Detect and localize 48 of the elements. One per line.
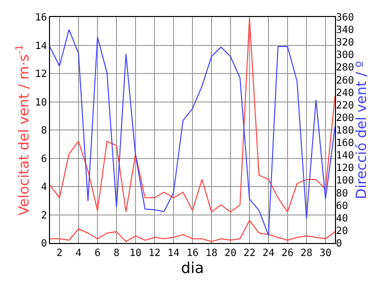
x-tick-label: 28 (300, 248, 313, 259)
x-tick-label: 14 (167, 248, 180, 259)
y2-tick-label: 80 (336, 188, 348, 200)
line-series (50, 29, 335, 236)
x-tick-label: 24 (262, 248, 275, 259)
y-tick-label: 10 (34, 97, 47, 108)
y2-tick-label: 60 (336, 200, 348, 212)
x-tick-label: 8 (113, 248, 120, 259)
y2-axis-title: Direcció del vent / º (354, 60, 370, 200)
y2-tick-label: 200 (336, 112, 354, 124)
y-tick-label: 2 (40, 210, 47, 222)
x-tick-label: 6 (94, 248, 101, 259)
y-tick-label: 0 (40, 238, 47, 250)
x-tick-label: 26 (281, 248, 294, 259)
x-axis-title: dia (181, 259, 204, 277)
y-tick-label: 12 (34, 69, 47, 80)
line-series (50, 18, 335, 212)
y2-tick-label: 40 (336, 213, 348, 224)
y2-tick-label: 240 (336, 88, 354, 99)
line-series (50, 220, 335, 242)
y-tick-label: 8 (40, 126, 47, 136)
x-tick-label: 16 (186, 248, 199, 259)
y2-tick-label: 280 (336, 62, 354, 74)
y2-tick-label: 20 (336, 226, 348, 237)
x-tick-label: 2 (56, 248, 63, 259)
x-tick-label: 20 (224, 248, 237, 259)
y2-tick-label: 320 (336, 38, 354, 49)
y-tick-label: 4 (40, 182, 47, 193)
x-tick-label: 30 (319, 248, 332, 259)
y2-tick-label: 360 (336, 12, 354, 24)
x-tick-label: 22 (243, 248, 256, 259)
y2-tick-label: 340 (336, 25, 354, 36)
x-tick-label: 12 (148, 248, 161, 259)
x-tick-label: 10 (129, 248, 142, 259)
y2-tick-label: 220 (336, 100, 354, 112)
y2-tick-label: 160 (336, 138, 354, 150)
x-tick-label: 4 (75, 248, 82, 259)
y-tick-label: 16 (34, 12, 47, 24)
y2-tick-label: 0 (336, 238, 342, 250)
y2-tick-label: 180 (336, 126, 354, 136)
x-tick-label: 18 (205, 248, 218, 259)
y2-tick-label: 120 (336, 163, 354, 174)
y2-tick-label: 260 (336, 75, 354, 86)
y-tick-label: 14 (34, 40, 47, 52)
y2-tick-label: 100 (336, 176, 354, 187)
y2-tick-label: 140 (336, 150, 354, 162)
y-tick-label: 6 (40, 154, 47, 165)
y2-tick-label: 300 (336, 50, 354, 62)
